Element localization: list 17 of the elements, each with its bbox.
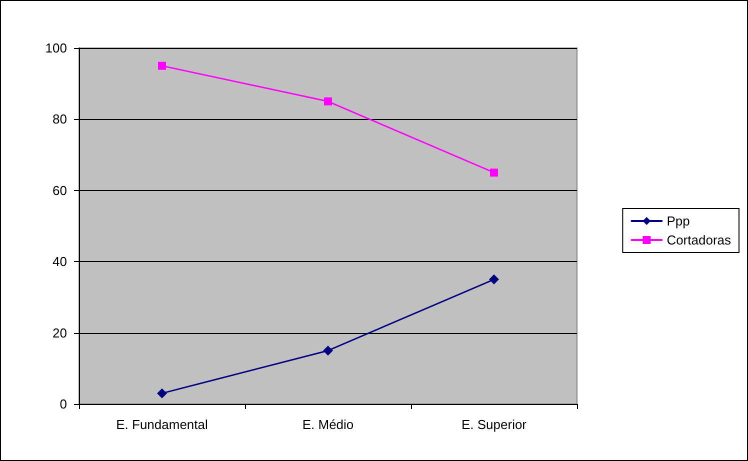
y-tick-label: 80 — [52, 112, 67, 127]
legend-label: Ppp — [666, 214, 690, 228]
x-tick-label: E. Médio — [302, 417, 354, 432]
point — [158, 62, 166, 70]
point — [324, 97, 332, 106]
point — [490, 168, 498, 177]
x-tick-label: E. Superior — [461, 417, 528, 432]
y-tick-label: 100 — [45, 40, 67, 56]
y-tick-label: 40 — [52, 254, 67, 270]
point — [157, 388, 167, 398]
y-tick-label: 20 — [52, 325, 67, 340]
legend-label: Cortadoras — [666, 232, 732, 248]
point — [489, 274, 499, 284]
y-tick-label: 0 — [60, 396, 67, 412]
x-tick-label: E. Fundamental — [116, 417, 208, 432]
point — [323, 346, 333, 356]
y-tick-label: 60 — [52, 182, 67, 198]
